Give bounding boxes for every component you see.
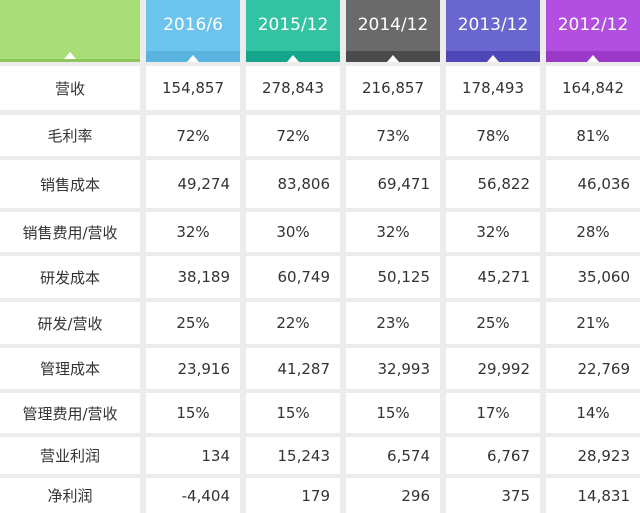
table-cell: 38,189 xyxy=(146,256,240,298)
row-label: 管理成本 xyxy=(0,348,140,389)
table-cell: 30% xyxy=(246,212,340,252)
row-label: 研发成本 xyxy=(0,256,140,298)
notch-marker xyxy=(187,55,199,62)
row-label: 销售成本 xyxy=(0,160,140,208)
column-header: 2015/12 xyxy=(246,0,340,62)
corner-header xyxy=(0,0,140,62)
table-cell: 56,822 xyxy=(446,160,540,208)
table-cell: 22% xyxy=(246,302,340,344)
table-cell: 72% xyxy=(246,115,340,156)
table-cell: 22,769 xyxy=(546,348,640,389)
table-cell: 32% xyxy=(346,212,440,252)
table-cell: 216,857 xyxy=(346,66,440,110)
table-cell: 278,843 xyxy=(246,66,340,110)
table-cell: 49,274 xyxy=(146,160,240,208)
table-cell: 15% xyxy=(146,393,240,433)
table-cell: 164,842 xyxy=(546,66,640,110)
column-header-label: 2015/12 xyxy=(257,15,329,35)
notch-marker xyxy=(64,52,76,59)
table-cell: 32,993 xyxy=(346,348,440,389)
table-cell: -4,404 xyxy=(146,478,240,513)
row-label: 营业利润 xyxy=(0,437,140,474)
table-cell: 25% xyxy=(446,302,540,344)
table-cell: 73% xyxy=(346,115,440,156)
table-cell: 15% xyxy=(246,393,340,433)
table-cell: 78% xyxy=(446,115,540,156)
table-cell: 81% xyxy=(546,115,640,156)
table-cell: 72% xyxy=(146,115,240,156)
column-header-label: 2014/12 xyxy=(357,15,429,35)
column-header: 2014/12 xyxy=(346,0,440,62)
table-cell: 41,287 xyxy=(246,348,340,389)
table-cell: 28% xyxy=(546,212,640,252)
row-label: 销售费用/营收 xyxy=(0,212,140,252)
column-header-label: 2013/12 xyxy=(457,15,529,35)
table-cell: 83,806 xyxy=(246,160,340,208)
table-cell: 154,857 xyxy=(146,66,240,110)
row-label: 毛利率 xyxy=(0,115,140,156)
table-cell: 21% xyxy=(546,302,640,344)
table-cell: 375 xyxy=(446,478,540,513)
table-cell: 17% xyxy=(446,393,540,433)
column-header-label: 2012/12 xyxy=(557,15,629,35)
table-cell: 179 xyxy=(246,478,340,513)
column-header: 2016/6 xyxy=(146,0,240,62)
notch-marker xyxy=(587,55,599,62)
notch-marker xyxy=(487,55,499,62)
table-cell: 32% xyxy=(446,212,540,252)
table-cell: 6,767 xyxy=(446,437,540,474)
table-cell: 60,749 xyxy=(246,256,340,298)
table-cell: 6,574 xyxy=(346,437,440,474)
table-cell: 69,471 xyxy=(346,160,440,208)
column-header: 2012/12 xyxy=(546,0,640,62)
notch-marker xyxy=(387,55,399,62)
row-label: 净利润 xyxy=(0,478,140,513)
table-cell: 23% xyxy=(346,302,440,344)
table-cell: 32% xyxy=(146,212,240,252)
table-cell: 25% xyxy=(146,302,240,344)
table-cell: 35,060 xyxy=(546,256,640,298)
notch-marker xyxy=(287,55,299,62)
column-header-label: 2016/6 xyxy=(163,15,223,35)
row-label: 研发/营收 xyxy=(0,302,140,344)
table-cell: 46,036 xyxy=(546,160,640,208)
table-cell: 28,923 xyxy=(546,437,640,474)
table-cell: 15,243 xyxy=(246,437,340,474)
table-cell: 296 xyxy=(346,478,440,513)
table-cell: 14,831 xyxy=(546,478,640,513)
table-cell: 15% xyxy=(346,393,440,433)
table-cell: 45,271 xyxy=(446,256,540,298)
table-cell: 14% xyxy=(546,393,640,433)
table-cell: 50,125 xyxy=(346,256,440,298)
column-header: 2013/12 xyxy=(446,0,540,62)
table-cell: 178,493 xyxy=(446,66,540,110)
table-cell: 23,916 xyxy=(146,348,240,389)
row-label: 营收 xyxy=(0,66,140,110)
table-cell: 134 xyxy=(146,437,240,474)
table-cell: 29,992 xyxy=(446,348,540,389)
row-label: 管理费用/营收 xyxy=(0,393,140,433)
